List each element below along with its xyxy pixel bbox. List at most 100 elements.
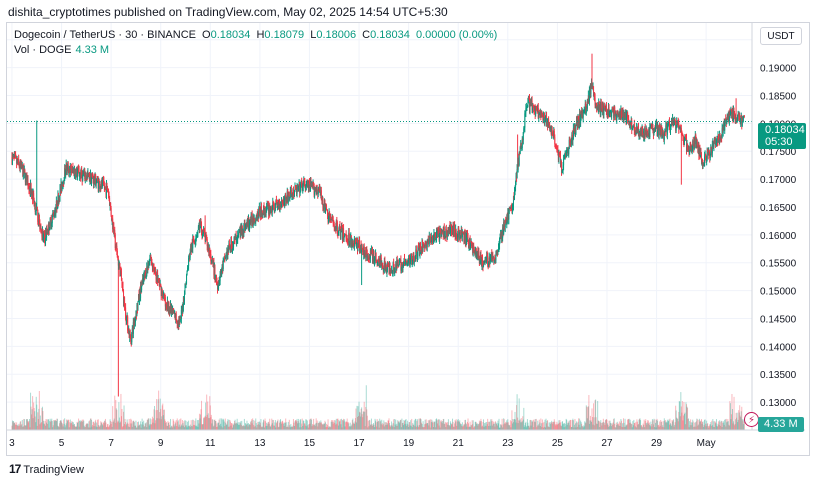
candle-body — [242, 231, 244, 234]
candle-body — [102, 180, 104, 182]
candle-body — [78, 170, 80, 177]
candle-body — [510, 205, 512, 207]
candle-body — [603, 105, 605, 115]
candle-body — [689, 142, 691, 152]
candle-body — [103, 185, 105, 189]
volume-bar — [637, 423, 639, 430]
candle-body — [139, 290, 141, 301]
candle-body — [13, 155, 15, 157]
candle-body — [661, 130, 663, 137]
volume-bar — [627, 419, 629, 430]
candle-body — [341, 227, 343, 228]
volume-bar — [592, 416, 594, 430]
candle-body — [223, 256, 225, 260]
price-chart[interactable]: 0.130000.135000.140000.145000.150000.155… — [7, 23, 805, 456]
volume-bar — [666, 419, 668, 430]
candle-body — [53, 214, 55, 217]
candle-body — [83, 170, 85, 174]
candle-body — [103, 181, 105, 186]
volume-bar — [694, 422, 696, 430]
candle-body — [149, 258, 151, 262]
candle-body — [522, 138, 524, 141]
candle-body — [493, 259, 495, 264]
candle-body — [595, 104, 597, 106]
volume-bar — [381, 419, 383, 430]
candle-body — [186, 270, 188, 276]
candle-body — [203, 230, 205, 232]
candle-body — [594, 97, 596, 106]
candle-body — [585, 103, 587, 113]
candle-body — [135, 314, 137, 316]
volume-bar — [348, 426, 350, 430]
volume-bar — [655, 427, 657, 430]
candle-body — [85, 175, 87, 179]
candle-body — [719, 133, 721, 138]
volume-bar — [499, 427, 501, 430]
symbol-title[interactable]: Dogecoin / TetherUS · 30 · BINANCE — [14, 29, 196, 41]
volume-bar — [588, 423, 590, 430]
candle-body — [419, 244, 421, 255]
volume-bar — [672, 421, 674, 430]
volume-bar — [611, 426, 613, 430]
volume-bar — [116, 409, 118, 430]
lightning-icon[interactable]: ⚡ — [744, 412, 759, 427]
volume-bar — [64, 427, 66, 430]
volume-bar — [605, 419, 607, 430]
candle-body — [292, 189, 294, 195]
candle-body — [520, 143, 522, 148]
volume-bar — [608, 426, 610, 430]
volume-bar — [225, 422, 227, 430]
candle-body — [227, 247, 229, 252]
volume-bar — [410, 425, 412, 430]
volume-bar — [517, 423, 519, 430]
volume-bar — [286, 427, 288, 430]
candle-body — [393, 262, 395, 268]
candle-body — [567, 147, 569, 155]
volume-bar — [293, 422, 295, 430]
volume-bar — [698, 419, 700, 430]
volume-bar — [349, 422, 351, 430]
candle-body — [379, 257, 381, 264]
volume-bar — [408, 426, 410, 430]
volume-bar — [572, 420, 574, 430]
candle-body — [87, 173, 89, 176]
volume-bar — [686, 406, 688, 430]
price-tick-label: 0.16000 — [760, 231, 797, 242]
candle-body — [677, 122, 679, 124]
volume-bar — [625, 426, 627, 430]
candle-body — [644, 128, 646, 139]
candle-body — [690, 142, 692, 150]
candle-body — [486, 255, 488, 257]
volume-bar — [73, 424, 75, 430]
candle-body — [313, 183, 315, 185]
volume-bar — [445, 423, 447, 430]
volume-bar — [527, 425, 529, 430]
volume-bar — [30, 406, 32, 430]
candle-body — [82, 172, 84, 181]
volume-bar — [733, 396, 735, 430]
candle-body — [105, 187, 107, 195]
volume-bar — [99, 426, 101, 430]
candle-body — [351, 242, 353, 246]
candle-body — [21, 162, 23, 168]
tradingview-brand[interactable]: 17 TradingView — [9, 462, 84, 476]
volume-bar — [384, 425, 386, 430]
candle-body — [690, 147, 692, 150]
currency-button[interactable]: USDT — [760, 27, 802, 45]
volume-bar — [653, 418, 655, 430]
volume-bar — [472, 420, 474, 430]
candle-body — [672, 118, 674, 126]
volume-bar — [516, 394, 518, 430]
volume-bar — [577, 426, 579, 430]
volume-bar — [15, 424, 17, 430]
candle-body — [669, 128, 671, 131]
candle-body — [23, 166, 25, 175]
candle-body — [485, 257, 487, 262]
volume-bar — [570, 420, 572, 430]
volume-bar — [170, 418, 172, 430]
volume-bar — [115, 408, 117, 430]
candle-body — [448, 227, 450, 230]
volume-label[interactable]: Vol · DOGE — [14, 44, 72, 56]
volume-bar — [444, 421, 446, 430]
candle-body — [291, 193, 293, 197]
